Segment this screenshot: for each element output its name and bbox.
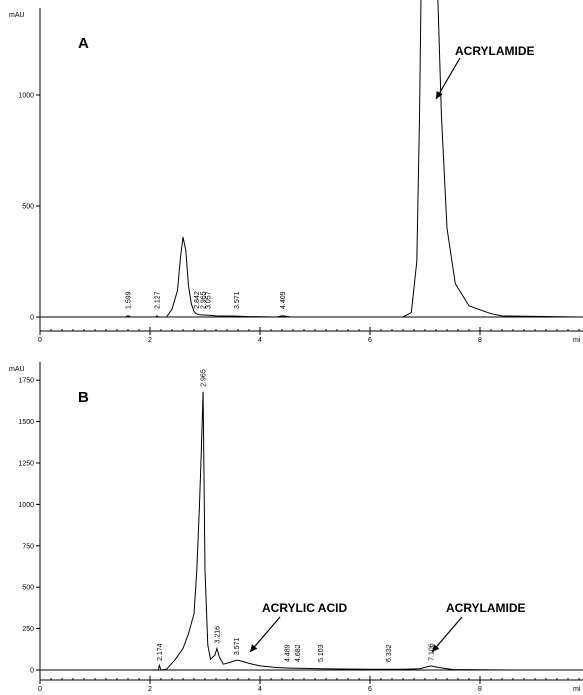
- panel-letter: A: [78, 35, 89, 52]
- chart-panel-a: mAUmi05001000150020002500024681.5992.127…: [9, 0, 583, 344]
- annotation-arrowhead: [432, 644, 440, 652]
- y-unit-label: mAU: [9, 366, 25, 373]
- peak-retention-label: 3.571: [234, 291, 241, 309]
- y-tick-label: 250: [22, 626, 34, 633]
- chromatogram-trace: [40, 391, 579, 671]
- y-tick-label: 500: [22, 585, 34, 592]
- x-tick-label: 8: [478, 337, 482, 344]
- peak-retention-label: 1.599: [125, 291, 132, 309]
- x-unit-label: mi: [573, 686, 581, 693]
- y-tick-label: 750: [22, 543, 34, 550]
- y-unit-label: mAU: [9, 12, 25, 19]
- annotation-arrow: [435, 57, 461, 100]
- peak-retention-label: 7.106: [428, 643, 435, 661]
- peak-retention-label: 4.489: [284, 644, 291, 662]
- peak-retention-label: 3.216: [214, 626, 221, 644]
- annotation-arrowhead: [250, 644, 258, 652]
- y-tick-label: 0: [30, 315, 34, 322]
- chromatogram-trace: [40, 0, 580, 318]
- x-tick-label: 0: [38, 337, 42, 344]
- x-tick-label: 8: [478, 686, 482, 693]
- compound-annotation: ACRYLAMIDE: [455, 44, 535, 58]
- peak-retention-label: 3.571: [234, 637, 241, 655]
- annotation-arrow: [249, 616, 281, 653]
- peak-retention-label: 4.682: [295, 644, 302, 662]
- y-tick-label: 500: [22, 204, 34, 211]
- x-unit-label: mi: [573, 337, 581, 344]
- x-tick-label: 6: [368, 686, 372, 693]
- x-tick-label: 2: [148, 686, 152, 693]
- panel-letter: B: [78, 389, 89, 406]
- peak-retention-label: 2.965: [201, 291, 208, 309]
- y-tick-label: 1250: [18, 461, 34, 468]
- peak-retention-label: 2.965: [201, 369, 208, 387]
- x-tick-label: 0: [38, 686, 42, 693]
- annotation-arrow: [431, 616, 463, 653]
- x-tick-label: 4: [258, 337, 262, 344]
- x-tick-label: 6: [368, 337, 372, 344]
- peak-retention-label: 3.057: [206, 291, 213, 309]
- peak-retention-label: 4.409: [280, 291, 287, 309]
- peak-retention-label: 2.174: [157, 643, 164, 661]
- x-tick-label: 2: [148, 337, 152, 344]
- y-tick-label: 0: [30, 668, 34, 675]
- compound-annotation: ACRYLAMIDE: [446, 601, 526, 615]
- annotation-arrowhead: [436, 91, 443, 99]
- peak-retention-label: 6.332: [386, 644, 393, 662]
- compound-annotation: ACRYLIC ACID: [262, 601, 347, 615]
- peak-retention-label: 5.103: [318, 644, 325, 662]
- y-tick-label: 1000: [18, 502, 34, 509]
- y-tick-label: 1000: [18, 93, 34, 100]
- chart-panel-b: mAU mi 0 250 500 750 1000 1250 1500 1750 0 2 4 6 8 2.17…: [9, 362, 583, 693]
- peak-retention-label: 2.842: [194, 291, 201, 309]
- x-tick-label: 4: [258, 686, 262, 693]
- peak-retention-label: 2.127: [154, 291, 161, 309]
- y-tick-label: 1500: [18, 419, 34, 426]
- y-tick-label: 1750: [18, 378, 34, 385]
